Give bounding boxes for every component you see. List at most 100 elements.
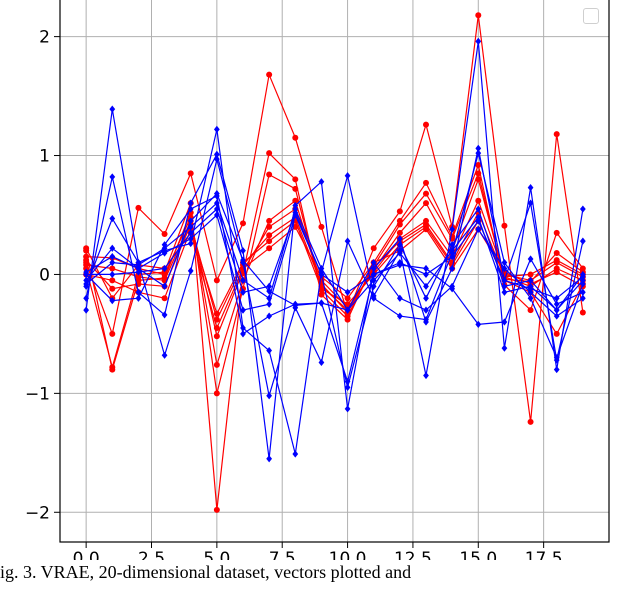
data-point: [475, 162, 482, 169]
data-point: [266, 171, 273, 178]
y-tick-label: 2: [39, 28, 50, 48]
data-point: [109, 105, 116, 113]
data-point: [187, 229, 194, 237]
data-point: [527, 418, 534, 425]
data-point: [396, 249, 403, 257]
data-point: [396, 235, 403, 243]
data-point: [187, 170, 194, 177]
data-point: [83, 280, 90, 288]
data-point: [527, 255, 534, 263]
x-tick-label: 12.5: [394, 549, 432, 560]
data-point: [344, 172, 351, 180]
data-point: [553, 131, 560, 138]
y-tick-label: 0: [39, 265, 50, 285]
data-point: [396, 258, 403, 267]
data-point: [501, 222, 508, 229]
figure-caption: ig. 3. VRAE, 20-dimensional dataset, vec…: [0, 562, 412, 582]
data-point: [501, 258, 508, 267]
data-point: [553, 250, 560, 257]
data-point: [161, 282, 168, 290]
data-point: [553, 269, 560, 276]
data-point: [475, 149, 482, 157]
x-tick-label: 2.5: [138, 549, 165, 560]
data-point: [527, 184, 534, 192]
data-point: [161, 244, 168, 252]
data-point: [396, 221, 403, 228]
data-point: [475, 225, 482, 233]
data-point: [292, 134, 299, 141]
data-point: [240, 247, 246, 255]
data-point: [161, 231, 168, 238]
data-point: [475, 205, 482, 213]
data-point: [213, 189, 220, 198]
series-11: [83, 149, 586, 400]
data-point: [83, 261, 90, 268]
x-tick-label: 7.5: [269, 549, 296, 560]
y-axis: −2 −1 0 1 2: [25, 28, 60, 523]
data-point: [423, 306, 429, 314]
data-point: [579, 205, 586, 213]
data-point: [240, 288, 246, 296]
x-tick-label: 0.0: [73, 549, 100, 560]
data-point: [501, 276, 508, 284]
data-point: [266, 455, 273, 463]
data-point: [423, 179, 429, 186]
data-point: [318, 358, 325, 367]
data-point: [187, 199, 194, 207]
x-axis: 0.0 2.5 5.0 7.5 10.0 12.5 15.0 17.5: [73, 542, 563, 560]
data-point: [423, 264, 429, 273]
data-point: [161, 351, 168, 359]
data-point: [266, 71, 273, 78]
data-point: [161, 264, 168, 273]
data-point: [266, 238, 273, 245]
data-point: [423, 316, 429, 324]
data-point: [266, 232, 273, 239]
data-point: [579, 273, 586, 281]
data-point: [109, 214, 116, 223]
data-point: [475, 197, 482, 204]
data-point: [266, 217, 273, 224]
data-point: [187, 217, 194, 225]
data-point: [475, 176, 482, 183]
line-chart: 0.0 2.5 5.0 7.5 10.0 12.5 15.0 17.5 −2 −1 0 1 2: [25, 0, 610, 560]
data-point: [240, 256, 246, 264]
data-point: [396, 208, 403, 215]
y-tick-label: 1: [39, 147, 50, 167]
data-point: [423, 270, 429, 279]
data-point: [370, 294, 377, 302]
data-point: [266, 223, 273, 230]
data-point: [240, 220, 246, 227]
series-8: [83, 223, 586, 331]
data-point: [213, 199, 220, 207]
data-point: [553, 306, 560, 314]
data-point: [213, 310, 220, 317]
data-point: [109, 244, 116, 252]
data-point: [240, 276, 246, 284]
data-point: [475, 217, 482, 225]
plot-frame: [59, 0, 610, 543]
data-point: [83, 270, 90, 279]
data-point: [475, 144, 482, 152]
data-point: [83, 245, 90, 252]
data-point: [318, 299, 325, 307]
data-point: [213, 150, 220, 158]
data-point: [553, 330, 560, 337]
data-point: [370, 245, 377, 252]
data-point: [449, 282, 456, 290]
data-point: [83, 294, 90, 302]
data-point: [396, 294, 403, 302]
data-point: [449, 247, 456, 255]
data-point: [109, 265, 116, 272]
data-point: [318, 291, 325, 298]
data-point: [449, 253, 456, 261]
data-point: [318, 270, 325, 279]
series-line: [86, 207, 584, 299]
data-point: [109, 270, 116, 279]
data-point: [266, 282, 273, 290]
data-point: [501, 318, 508, 326]
series-line: [85, 195, 584, 384]
data-point: [579, 288, 586, 296]
series-line: [85, 219, 584, 336]
series-line: [85, 202, 584, 312]
data-point: [475, 320, 482, 328]
